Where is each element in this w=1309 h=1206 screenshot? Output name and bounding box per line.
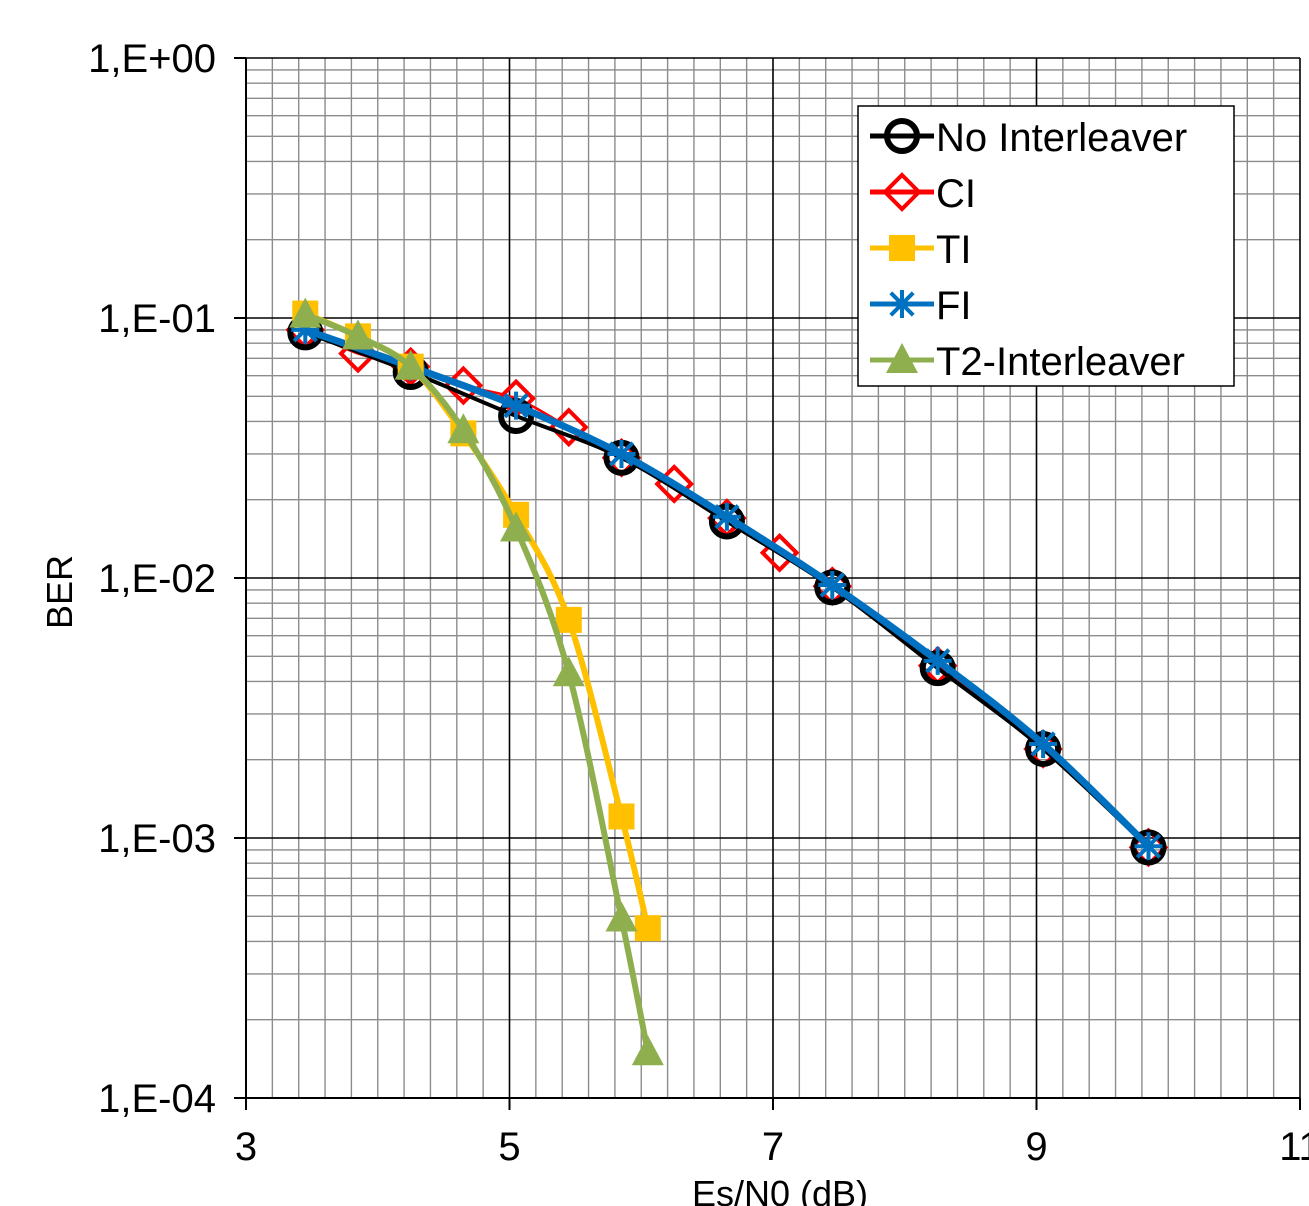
data-point-fi [712,502,741,531]
series-line-fi [301,326,1152,850]
data-series [285,297,1169,1066]
y-axis-title: BER [39,555,80,629]
legend-entry-ti: TI [870,228,972,272]
legend-entry-t2-interleaver: T2-Interleaver [870,340,1185,384]
legend-label-ti: TI [936,228,972,272]
data-point-fi [818,570,847,599]
y-tick-label: 1,E-04 [98,1077,216,1121]
legend-label-no-interleaver: No Interleaver [936,116,1187,160]
series-fi [291,315,1163,861]
legend-entry-fi: FI [870,284,972,328]
data-point-fi [607,439,636,468]
legend-label-ci: CI [936,172,976,216]
data-point-t2-interleaver [447,413,480,444]
x-tick-label: 3 [235,1125,257,1169]
legend-label-fi: FI [936,284,972,328]
data-point-t2-interleaver [289,297,322,328]
y-tick-label: 1,E-01 [98,297,216,341]
data-point-fi [1134,832,1163,861]
x-tick-label: 11 [1279,1125,1309,1169]
x-axis-title: Es/N0 (dB) [692,1173,868,1206]
legend-marker-ti [889,235,915,261]
data-point-t2-interleaver [605,901,638,932]
y-tick-label: 1,E-03 [98,817,216,861]
legend: No Interleaver CI TI FI T2-Interleaver [857,105,1235,387]
x-tick-label: 5 [498,1125,520,1169]
legend-marker-no-interleaver [884,118,920,154]
axes [234,57,1301,1110]
y-tick-label: 1,E+00 [88,37,216,81]
data-point-fi [291,315,320,344]
series-line-ti [302,310,651,932]
data-point-fi [1029,729,1058,758]
x-tick-label: 9 [1025,1125,1047,1169]
data-point-t2-interleaver [341,319,374,350]
data-point-t2-interleaver [394,349,427,380]
legend-label-t2-interleaver: T2-Interleaver [936,340,1185,384]
data-point-ti [555,606,582,633]
data-point-ti [634,915,661,942]
legend-entry-no-interleaver: No Interleaver [870,116,1187,160]
series-t2-interleaver [289,297,664,1066]
data-point-ti [608,803,635,830]
data-point-t2-interleaver [500,511,533,542]
data-point-t2-interleaver [552,656,585,687]
data-point-fi [923,646,952,675]
tick-labels: 3 5 7 9 11 1,E+00 1,E-01 1,E-02 1,E-03 1,E-04 [88,37,1309,1169]
data-point-fi [502,391,531,420]
legend-marker-fi [888,290,916,318]
y-tick-label: 1,E-02 [98,557,216,601]
data-point-t2-interleaver [631,1035,664,1066]
series-line-ci [304,328,1150,849]
legend-marker-ci [882,172,922,212]
legend-marker-t2-interleaver [886,343,918,373]
x-tick-label: 7 [762,1125,784,1169]
legend-entry-ci: CI [870,172,976,216]
